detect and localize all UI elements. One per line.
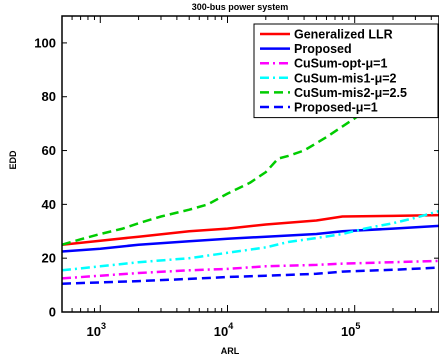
- legend-label-3: CuSum-mis1-μ=2: [294, 71, 397, 85]
- x-tick-label-2: 105: [341, 321, 360, 339]
- series-line-3: [62, 209, 439, 272]
- y-tick-label-0: 0: [49, 305, 56, 320]
- legend-box: [253, 23, 439, 119]
- series-line-1: [62, 224, 439, 253]
- legend: Generalized LLRProposedCuSum-opt-μ=1CuSu…: [253, 23, 439, 119]
- axes-layer: 0 20 40 60 80 100 103 104 105: [34, 15, 439, 339]
- legend-label-2: CuSum-opt-μ=1: [294, 57, 387, 71]
- x-tick-label-1: 104: [214, 321, 233, 339]
- y-tick-label-5: 100: [34, 35, 56, 50]
- legend-label-4: CuSum-mis2-μ=2.5: [294, 86, 407, 100]
- y-tick-label-3: 60: [42, 143, 56, 158]
- y-tick-label-4: 80: [42, 89, 56, 104]
- chart-title: 300-bus power system: [192, 2, 289, 12]
- y-tick-label-2: 40: [42, 197, 56, 212]
- series-line-5: [62, 266, 439, 285]
- y-axis-label: EDD: [8, 150, 18, 170]
- plot-frame: [61, 15, 439, 313]
- series-line-2: [62, 259, 439, 280]
- x-axis-label: ARL: [221, 346, 240, 356]
- x-tick-label-0: 103: [87, 321, 106, 339]
- series-line-0: [62, 213, 439, 246]
- legend-label-0: Generalized LLR: [294, 28, 393, 42]
- legend-label-5: Proposed-μ=1: [294, 101, 378, 115]
- legend-label-1: Proposed: [294, 42, 352, 56]
- y-tick-label-1: 20: [42, 251, 56, 266]
